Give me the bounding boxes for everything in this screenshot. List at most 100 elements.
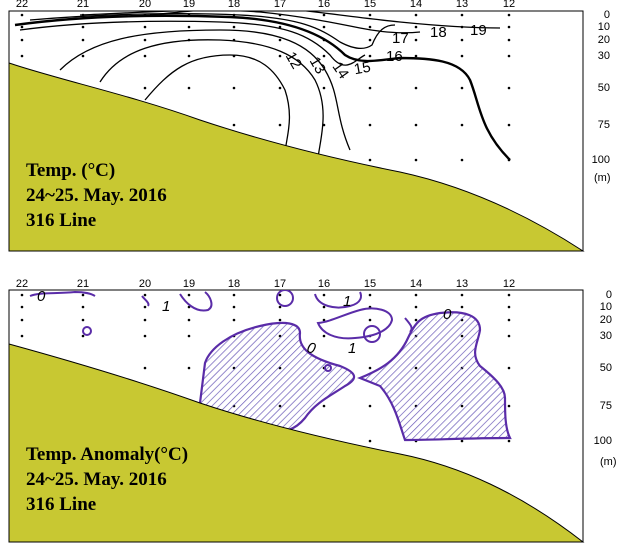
temperature-section-plot [8, 10, 585, 252]
sample-point [81, 25, 85, 29]
sample-point [414, 158, 418, 162]
isotherm-12 [144, 54, 291, 156]
station-label-15: 15 [363, 278, 377, 290]
anomaly-contour-16-small [324, 364, 332, 372]
sample-point [232, 318, 236, 322]
sample-point [81, 318, 85, 322]
depth-unit-label: (m) [594, 172, 611, 184]
sample-point [368, 86, 372, 90]
isotherm-label-15: 15 [352, 58, 373, 79]
anomaly-label-1-center: 1 [348, 340, 357, 357]
depth-label-20: 20 [597, 34, 610, 46]
caption-date: 24~25. May. 2016 [26, 469, 167, 490]
station-label-18: 18 [227, 278, 241, 290]
sample-point [414, 86, 418, 90]
anomaly-caption: Temp. Anomaly(°C) 24~25. May. 2016 316 L… [26, 442, 188, 517]
depth-label-0: 0 [605, 289, 612, 301]
depth-label-10: 10 [599, 301, 612, 313]
sample-point [414, 123, 418, 127]
station-label-21: 21 [76, 278, 90, 290]
station-label-12: 12 [502, 278, 516, 290]
sample-point [20, 293, 24, 297]
sample-point [460, 38, 464, 42]
depth-label-10: 10 [597, 21, 610, 33]
station-label-19: 19 [182, 0, 196, 10]
sample-point [322, 404, 326, 408]
sample-point [322, 25, 326, 29]
sample-point [143, 293, 147, 297]
anomaly-contour-15 [316, 307, 394, 340]
sample-point [507, 404, 511, 408]
anomaly-label-0-east: 0 [443, 306, 452, 323]
sample-point [278, 25, 282, 29]
sample-point [368, 439, 372, 443]
seabed-profile [8, 62, 585, 252]
station-label-16: 16 [317, 278, 331, 290]
sample-point [20, 38, 24, 42]
sample-point [414, 293, 418, 297]
sample-point [81, 38, 85, 42]
sample-point [460, 158, 464, 162]
sample-point [143, 305, 147, 309]
station-label-14: 14 [409, 278, 423, 290]
sample-point [368, 123, 372, 127]
sample-point [322, 318, 326, 322]
negative-anomaly-east [357, 311, 512, 442]
sample-point [368, 366, 372, 370]
seabed-profile [8, 343, 585, 543]
isotherm-18 [79, 11, 421, 34]
anomaly-contour-17 [276, 290, 294, 307]
sample-point [507, 25, 511, 29]
station-label-13: 13 [455, 278, 469, 290]
sample-point [143, 38, 147, 42]
sample-point [460, 86, 464, 90]
station-label-20: 20 [138, 278, 152, 290]
anomaly-section-plot [8, 289, 585, 543]
station-label-17: 17 [273, 0, 287, 10]
station-label-12: 12 [502, 0, 516, 10]
sample-point [278, 305, 282, 309]
isotherm-13 [99, 39, 324, 159]
caption-title: Temp. Anomaly(°C) [26, 444, 189, 465]
station-label-21: 21 [76, 0, 90, 10]
temperature-caption: Temp. (°C) 24~25. May. 2016 316 Line [26, 158, 167, 233]
sample-point [460, 13, 464, 17]
sample-point [507, 334, 511, 338]
sample-point [278, 54, 282, 58]
sample-point [322, 293, 326, 297]
anomaly-contour-west-top [29, 290, 96, 297]
sample-point [507, 439, 511, 443]
sample-point [507, 366, 511, 370]
sample-point [460, 293, 464, 297]
sample-point [507, 13, 511, 17]
depth-label-20: 20 [599, 314, 612, 326]
anomaly-label-1-west: 1 [162, 298, 171, 315]
depth-unit-label: (m) [600, 456, 617, 468]
isotherm-label-19: 19 [470, 22, 487, 39]
sample-point [368, 38, 372, 42]
sample-point [414, 54, 418, 58]
station-label-15: 15 [363, 0, 377, 10]
station-label-18: 18 [227, 0, 241, 10]
sample-point [368, 293, 372, 297]
sample-point [20, 25, 24, 29]
station-label-19: 19 [182, 278, 196, 290]
isotherm-14 [59, 29, 351, 151]
sample-point [460, 123, 464, 127]
sample-point [507, 123, 511, 127]
sample-point [368, 54, 372, 58]
depth-label-75: 75 [597, 119, 610, 131]
depth-label-75: 75 [599, 400, 612, 412]
isotherm-17 [29, 12, 396, 50]
caption-line: 316 Line [26, 494, 97, 515]
sample-point [81, 334, 85, 338]
sample-point [81, 293, 85, 297]
sample-point [143, 54, 147, 58]
isotherm-label-16: 16 [386, 48, 403, 65]
sample-point [368, 404, 372, 408]
station-label-22: 22 [15, 278, 29, 290]
sample-point [507, 54, 511, 58]
sample-point [414, 305, 418, 309]
sample-point [507, 86, 511, 90]
sample-point [322, 86, 326, 90]
